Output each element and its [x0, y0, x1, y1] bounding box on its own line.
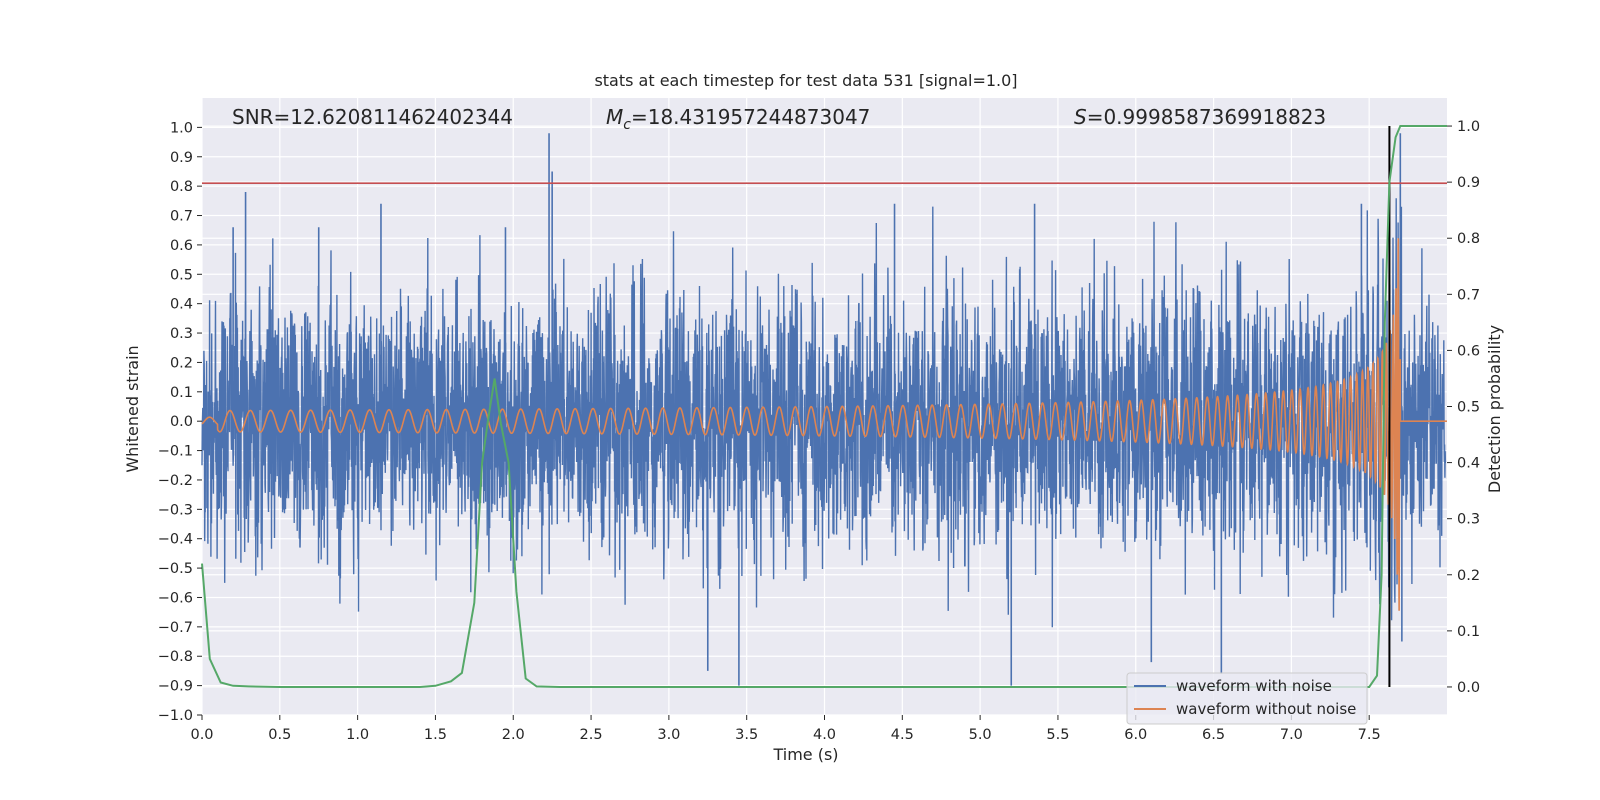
chirp-mass-subscript: c — [623, 117, 631, 133]
y-right-tick-label: 0.3 — [1457, 512, 1480, 528]
y-right-tick-label: 0.7 — [1457, 287, 1480, 303]
x-axis-label: Time (s) — [772, 745, 838, 764]
clean-series-line — [201, 238, 1447, 611]
y-tick-label: −0.7 — [158, 620, 193, 636]
y-right-tick-label: 0.9 — [1457, 175, 1480, 191]
y-tick-label: −0.3 — [158, 502, 193, 518]
legend-label-clean: waveform without noise — [1176, 700, 1356, 718]
y-right-tick-label: 0.2 — [1457, 568, 1480, 584]
y-axis-right-label: Detection probability — [1485, 325, 1504, 493]
y-tick-label: −1.0 — [158, 708, 193, 724]
y-tick-label: 0.2 — [170, 355, 193, 371]
score-symbol: S — [1074, 105, 1087, 129]
score-annotation: S=0.9998587369918823 — [1074, 105, 1326, 129]
y-right-tick-label: 0.8 — [1457, 231, 1480, 247]
x-tick-label: 4.0 — [813, 727, 836, 743]
y-tick-label: 0.6 — [170, 238, 193, 254]
detection-probability-line — [201, 125, 1447, 688]
y-right-tick-label: 0.5 — [1457, 400, 1480, 416]
x-tick-label: 7.5 — [1358, 727, 1381, 743]
axes: 0.0 0.5 1.0 1.5 2.0 2.5 3.0 3.5 4.0 4.5 5.0 5.5 6.0 6… — [158, 119, 1480, 743]
snr-annotation: SNR=12.620811462402344 — [232, 105, 513, 129]
y-tick-label: 1.0 — [170, 120, 193, 136]
x-tick-label: 2.5 — [580, 727, 603, 743]
y-tick-label: 0.1 — [170, 385, 193, 401]
y-tick-label: 0.7 — [170, 209, 193, 225]
chart-title: stats at each timestep for test data 531… — [594, 71, 1017, 90]
score-value: =0.9998587369918823 — [1087, 105, 1326, 129]
chirp-mass-annotation: Mc=18.431957244873047 — [606, 105, 870, 133]
y-right-tick-label: 0.6 — [1457, 343, 1480, 359]
chirp-mass-value: =18.431957244873047 — [631, 105, 870, 129]
y-tick-label: 0.5 — [170, 267, 193, 283]
y-right-tick-label: 0.4 — [1457, 456, 1480, 472]
y-axis-label: Whitened strain — [123, 345, 142, 472]
legend-label-noise: waveform with noise — [1176, 677, 1332, 695]
x-tick-label: 3.0 — [657, 727, 680, 743]
legend-frame — [1126, 672, 1368, 725]
y-tick-label: −0.4 — [158, 532, 193, 548]
y-tick-label: −0.6 — [158, 590, 193, 606]
overlay-layer — [201, 125, 1447, 688]
x-tick-label: 0.0 — [190, 727, 213, 743]
x-tick-label: 5.5 — [1046, 727, 1069, 743]
y-tick-label: −0.1 — [158, 444, 193, 460]
x-tick-label: 2.0 — [502, 727, 525, 743]
x-tick-label: 7.0 — [1280, 727, 1303, 743]
y-tick-label: 0.0 — [170, 414, 193, 430]
legend: waveform with noise waveform without noi… — [1126, 672, 1368, 725]
x-tick-label: 1.0 — [346, 727, 369, 743]
y-right-tick-label: 1.0 — [1457, 119, 1480, 135]
y-right-tick-label: 0.0 — [1457, 680, 1480, 696]
x-tick-label: 0.5 — [268, 727, 291, 743]
x-tick-label: 3.5 — [735, 727, 758, 743]
data-layer — [201, 133, 1447, 686]
x-tick-label: 4.5 — [891, 727, 914, 743]
x-tick-label: 1.5 — [424, 727, 447, 743]
chirp-mass-symbol: M — [606, 105, 623, 129]
y-right-tick-label: 0.1 — [1457, 624, 1480, 640]
y-tick-label: 0.8 — [170, 179, 193, 195]
y-tick-label: −0.5 — [158, 561, 193, 577]
y-tick-label: −0.2 — [158, 473, 193, 489]
x-tick-label: 6.0 — [1124, 727, 1147, 743]
y-tick-label: −0.8 — [158, 649, 193, 665]
x-tick-label: 5.0 — [969, 727, 992, 743]
x-tick-label: 6.5 — [1202, 727, 1225, 743]
y-tick-label: 0.9 — [170, 150, 193, 166]
clean-series-group — [201, 238, 1447, 611]
y-tick-label: −0.9 — [158, 679, 193, 695]
noise-series-line — [201, 198, 1447, 628]
y-tick-label: 0.3 — [170, 326, 193, 342]
y-tick-label: 0.4 — [170, 297, 193, 313]
